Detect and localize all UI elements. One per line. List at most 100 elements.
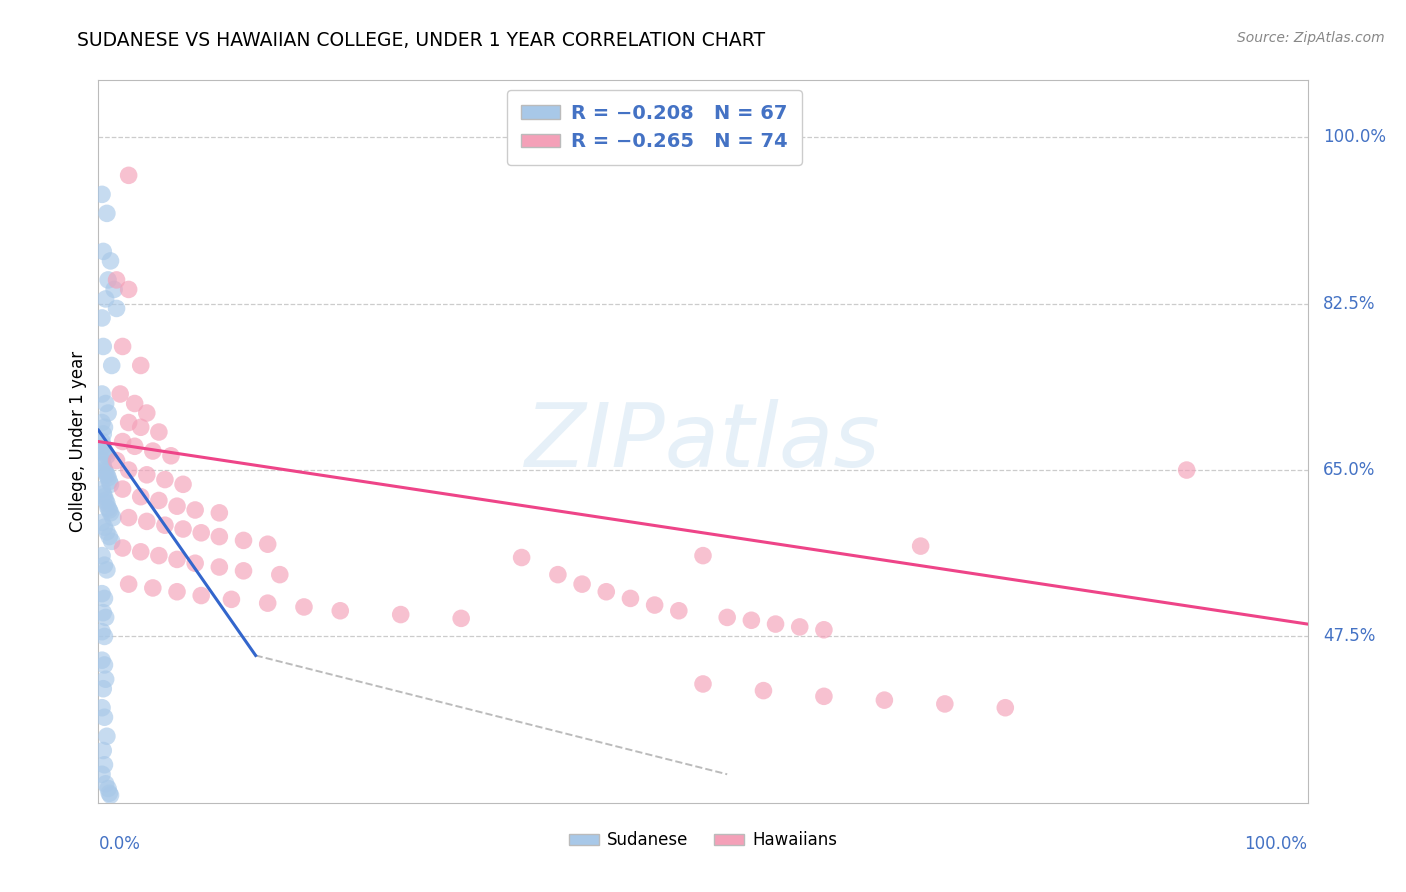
- Point: [692, 549, 714, 563]
- Point: [740, 613, 762, 627]
- Point: [93, 757, 115, 772]
- Point: [910, 539, 932, 553]
- Point: [93, 710, 115, 724]
- Point: [752, 683, 775, 698]
- Point: [172, 522, 194, 536]
- Point: [221, 592, 243, 607]
- Point: [93, 520, 115, 534]
- Point: [135, 467, 157, 482]
- Point: [97, 501, 120, 516]
- Point: [256, 537, 278, 551]
- Y-axis label: College, Under 1 year: College, Under 1 year: [69, 351, 87, 533]
- Text: SUDANESE VS HAWAIIAN COLLEGE, UNDER 1 YEAR CORRELATION CHART: SUDANESE VS HAWAIIAN COLLEGE, UNDER 1 YE…: [77, 31, 765, 50]
- Point: [93, 629, 115, 643]
- Point: [96, 729, 118, 743]
- Point: [93, 420, 115, 434]
- Point: [96, 206, 118, 220]
- Point: [100, 788, 122, 802]
- Point: [91, 767, 114, 781]
- Point: [129, 490, 152, 504]
- Text: 82.5%: 82.5%: [1323, 294, 1376, 313]
- Point: [96, 524, 118, 539]
- Point: [91, 387, 114, 401]
- Point: [100, 359, 122, 373]
- Point: [96, 449, 118, 463]
- Text: ZIPatlas: ZIPatlas: [526, 399, 880, 484]
- Point: [93, 463, 115, 477]
- Point: [789, 620, 811, 634]
- Point: [118, 282, 141, 296]
- Point: [91, 244, 114, 259]
- Point: [97, 406, 120, 420]
- Point: [97, 273, 120, 287]
- Point: [166, 584, 188, 599]
- Point: [153, 473, 176, 487]
- Point: [135, 406, 157, 420]
- Point: [644, 598, 666, 612]
- Point: [94, 777, 117, 791]
- Point: [450, 611, 472, 625]
- Point: [190, 589, 212, 603]
- Point: [692, 677, 714, 691]
- Point: [91, 516, 114, 530]
- Point: [91, 458, 114, 473]
- Point: [148, 549, 170, 563]
- Point: [142, 581, 165, 595]
- Point: [292, 599, 315, 614]
- Point: [111, 434, 134, 449]
- Point: [97, 470, 120, 484]
- Point: [91, 653, 114, 667]
- Point: [94, 396, 117, 410]
- Point: [148, 493, 170, 508]
- Point: [93, 490, 115, 504]
- Point: [98, 530, 121, 544]
- Point: [184, 503, 207, 517]
- Point: [153, 518, 176, 533]
- Point: [166, 499, 188, 513]
- Point: [129, 359, 152, 373]
- Point: [91, 416, 114, 430]
- Point: [105, 453, 128, 467]
- Point: [94, 292, 117, 306]
- Point: [91, 453, 114, 467]
- Point: [111, 482, 134, 496]
- Text: 47.5%: 47.5%: [1323, 627, 1375, 646]
- Point: [100, 253, 122, 268]
- Text: 100.0%: 100.0%: [1244, 835, 1308, 854]
- Point: [91, 587, 114, 601]
- Point: [100, 477, 122, 491]
- Point: [269, 567, 291, 582]
- Point: [118, 463, 141, 477]
- Point: [98, 786, 121, 800]
- Point: [94, 446, 117, 460]
- Point: [93, 657, 115, 672]
- Point: [93, 591, 115, 606]
- Point: [100, 506, 122, 520]
- Point: [160, 449, 183, 463]
- Point: [232, 564, 254, 578]
- Point: [91, 743, 114, 757]
- Point: [91, 681, 114, 696]
- Point: [91, 606, 114, 620]
- Point: [94, 465, 117, 479]
- Text: 100.0%: 100.0%: [1323, 128, 1386, 146]
- Point: [765, 617, 787, 632]
- Point: [510, 550, 533, 565]
- Point: [873, 693, 896, 707]
- Point: [118, 577, 141, 591]
- Point: [813, 690, 835, 704]
- Point: [256, 596, 278, 610]
- Point: [129, 420, 152, 434]
- Point: [172, 477, 194, 491]
- Point: [135, 515, 157, 529]
- Point: [98, 503, 121, 517]
- Point: [91, 434, 114, 449]
- Point: [103, 282, 125, 296]
- Point: [100, 534, 122, 549]
- Point: [94, 610, 117, 624]
- Point: [97, 781, 120, 796]
- Point: [208, 530, 231, 544]
- Point: [91, 187, 114, 202]
- Point: [148, 425, 170, 439]
- Point: [142, 444, 165, 458]
